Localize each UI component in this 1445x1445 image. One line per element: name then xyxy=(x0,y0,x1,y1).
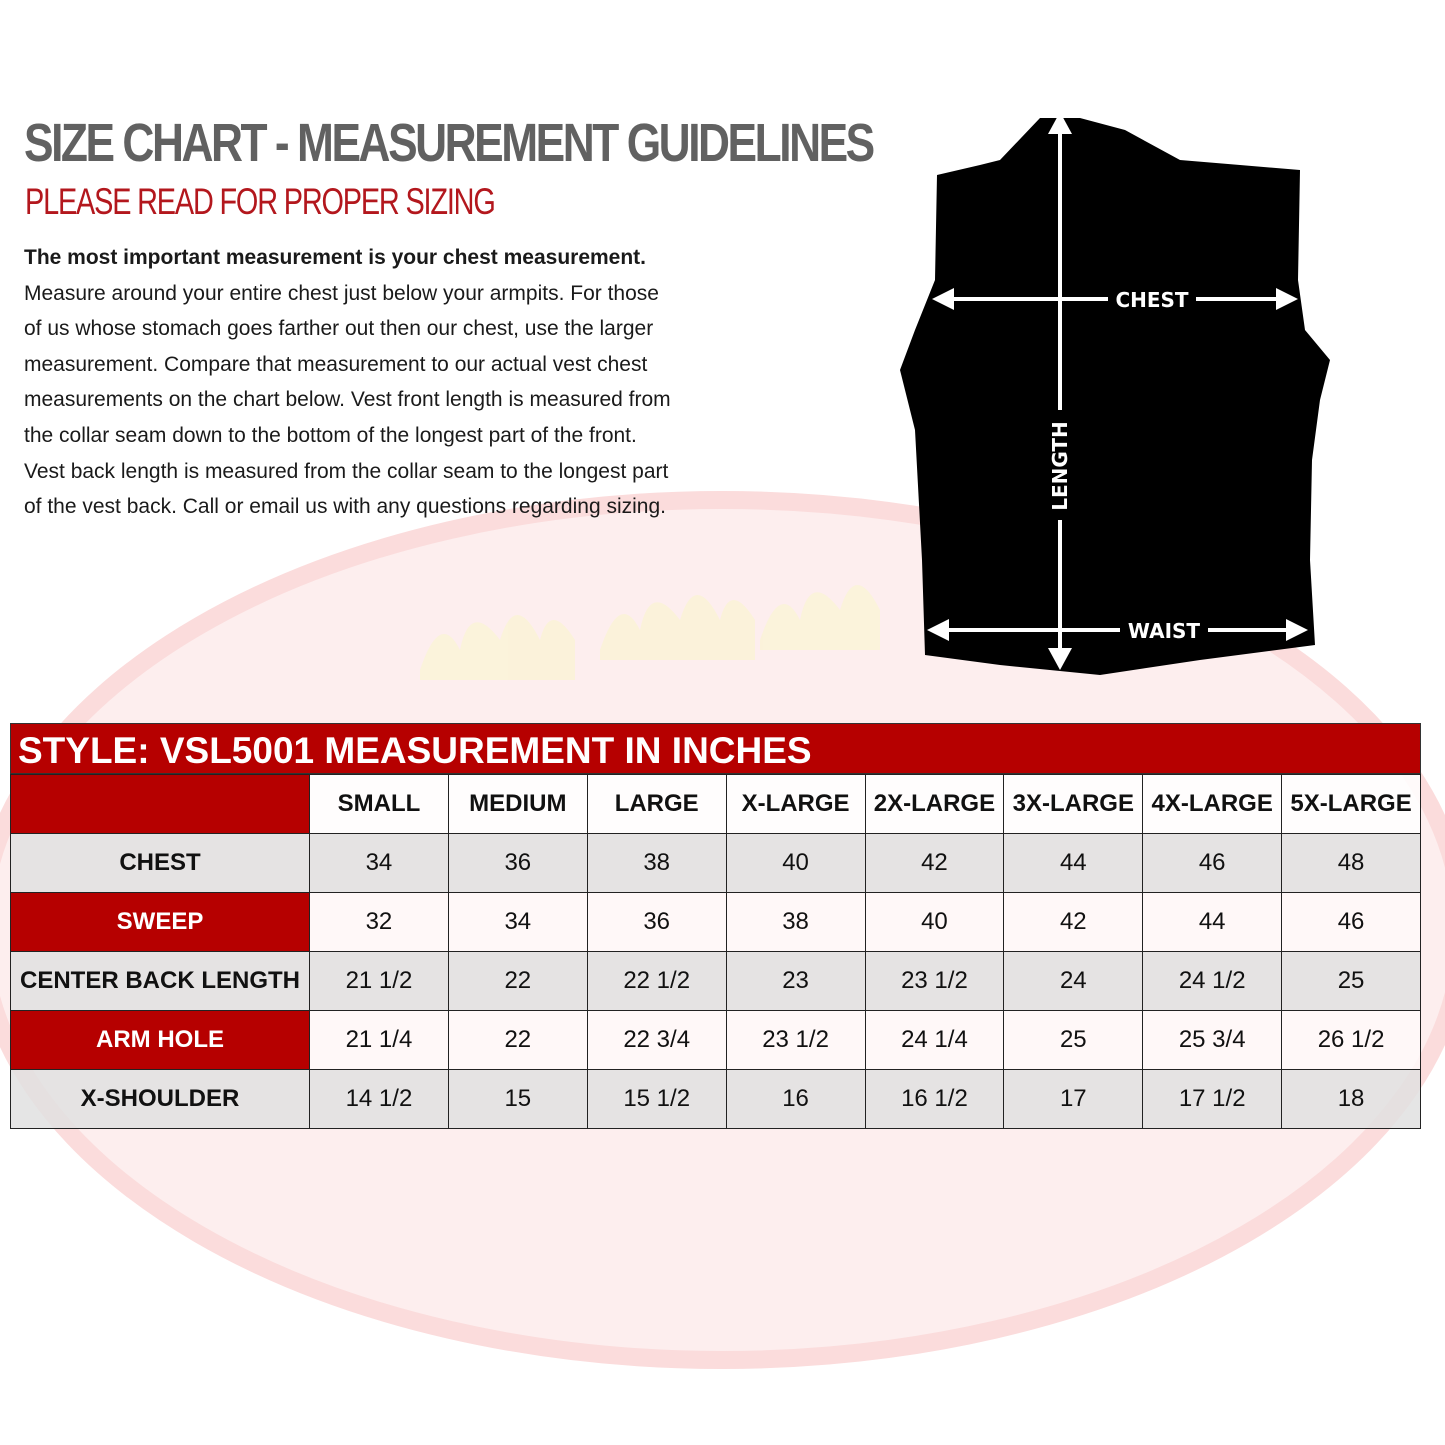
table-cell: 24 1/2 xyxy=(1142,951,1283,1011)
table-cell: 38 xyxy=(586,833,727,893)
instructions-text: The most important measurement is your c… xyxy=(24,240,784,525)
table-cell: 34 xyxy=(447,892,588,952)
table-cell: 23 xyxy=(725,951,866,1011)
table-row: CENTER BACK LENGTH 21 1/2 22 22 1/2 23 23 1/2… xyxy=(10,951,1421,1011)
table-title: STYLE: VSL5001 MEASUREMENT IN INCHES xyxy=(10,723,1421,774)
row-label: CENTER BACK LENGTH xyxy=(10,951,310,1011)
table-cell: 24 xyxy=(1003,951,1144,1011)
row-label: ARM HOLE xyxy=(10,1010,310,1070)
page-subtitle: PLEASE READ FOR PROPER SIZING xyxy=(25,181,496,222)
table-cell: 46 xyxy=(1281,892,1421,952)
table-cell: 21 1/2 xyxy=(309,951,449,1011)
column-header: 5X-LARGE xyxy=(1281,774,1421,834)
instruction-line: Measure around your entire chest just be… xyxy=(24,281,659,305)
table-cell: 26 1/2 xyxy=(1281,1010,1421,1070)
vest-silhouette xyxy=(900,118,1330,675)
table-cell: 22 xyxy=(447,1010,588,1070)
table-row: X-SHOULDER 14 1/2 15 15 1/2 16 16 1/2 17 17 1/2… xyxy=(10,1069,1421,1129)
table-cell: 21 1/4 xyxy=(309,1010,449,1070)
instruction-line: measurement. Compare that measurement to… xyxy=(24,352,648,376)
row-label: CHEST xyxy=(10,833,310,893)
table-cell: 42 xyxy=(864,833,1005,893)
table-cell: 14 1/2 xyxy=(309,1069,449,1129)
table-cell: 42 xyxy=(1003,892,1144,952)
table-row: CHEST 34 36 38 40 42 44 46 48 xyxy=(10,833,1421,893)
table-cell: 40 xyxy=(864,892,1005,952)
table-cell: 44 xyxy=(1142,892,1283,952)
table-cell: 22 1/2 xyxy=(586,951,727,1011)
header-corner xyxy=(10,774,310,834)
column-header: X-LARGE xyxy=(725,774,866,834)
waist-label: WAIST xyxy=(1128,619,1200,643)
column-header: MEDIUM xyxy=(447,774,588,834)
instruction-line: Vest back length is measured from the co… xyxy=(24,459,669,483)
table-cell: 46 xyxy=(1142,833,1283,893)
column-header: 3X-LARGE xyxy=(1003,774,1144,834)
column-header: 4X-LARGE xyxy=(1142,774,1283,834)
table-cell: 24 1/4 xyxy=(864,1010,1005,1070)
table-cell: 25 xyxy=(1281,951,1421,1011)
instruction-line: measurements on the chart below. Vest fr… xyxy=(24,388,671,412)
table-cell: 16 xyxy=(725,1069,866,1129)
table-cell: 16 1/2 xyxy=(864,1069,1005,1129)
size-table: STYLE: VSL5001 MEASUREMENT IN INCHES SMA… xyxy=(10,723,1421,1129)
table-cell: 44 xyxy=(1003,833,1144,893)
table-cell: 32 xyxy=(309,892,449,952)
table-cell: 23 1/2 xyxy=(725,1010,866,1070)
column-header: 2X-LARGE xyxy=(864,774,1005,834)
row-label: SWEEP xyxy=(10,892,310,952)
length-label: LENGTH xyxy=(1048,421,1072,511)
vest-diagram: CHEST WAIST LENGTH xyxy=(900,112,1330,675)
row-label: X-SHOULDER xyxy=(10,1069,310,1129)
chest-label: CHEST xyxy=(1115,288,1188,312)
page-title: SIZE CHART - MEASUREMENT GUIDELINES xyxy=(24,113,875,173)
table-cell: 36 xyxy=(447,833,588,893)
table-row: SWEEP 32 34 36 38 40 42 44 46 xyxy=(10,892,1421,952)
instruction-line: The most important measurement is your c… xyxy=(24,246,647,269)
instruction-line: of the vest back. Call or email us with … xyxy=(24,495,666,519)
column-header: SMALL xyxy=(309,774,449,834)
table-cell: 15 xyxy=(447,1069,588,1129)
table-cell: 48 xyxy=(1281,833,1421,893)
table-header-row: SMALL MEDIUM LARGE X-LARGE 2X-LARGE 3X-L… xyxy=(10,774,1421,834)
table-cell: 18 xyxy=(1281,1069,1421,1129)
table-cell: 22 xyxy=(447,951,588,1011)
instruction-line: the collar seam down to the bottom of th… xyxy=(24,423,637,447)
table-cell: 23 1/2 xyxy=(864,951,1005,1011)
table-cell: 22 3/4 xyxy=(586,1010,727,1070)
column-header: LARGE xyxy=(586,774,727,834)
table-cell: 17 1/2 xyxy=(1142,1069,1283,1129)
table-cell: 40 xyxy=(725,833,866,893)
table-cell: 15 1/2 xyxy=(586,1069,727,1129)
table-row: ARM HOLE 21 1/4 22 22 3/4 23 1/2 24 1/4 25 25 3… xyxy=(10,1010,1421,1070)
table-cell: 25 3/4 xyxy=(1142,1010,1283,1070)
instruction-line: of us whose stomach goes farther out the… xyxy=(24,317,654,341)
table-cell: 25 xyxy=(1003,1010,1144,1070)
table-cell: 17 xyxy=(1003,1069,1144,1129)
table-cell: 38 xyxy=(725,892,866,952)
table-cell: 36 xyxy=(586,892,727,952)
table-cell: 34 xyxy=(309,833,449,893)
